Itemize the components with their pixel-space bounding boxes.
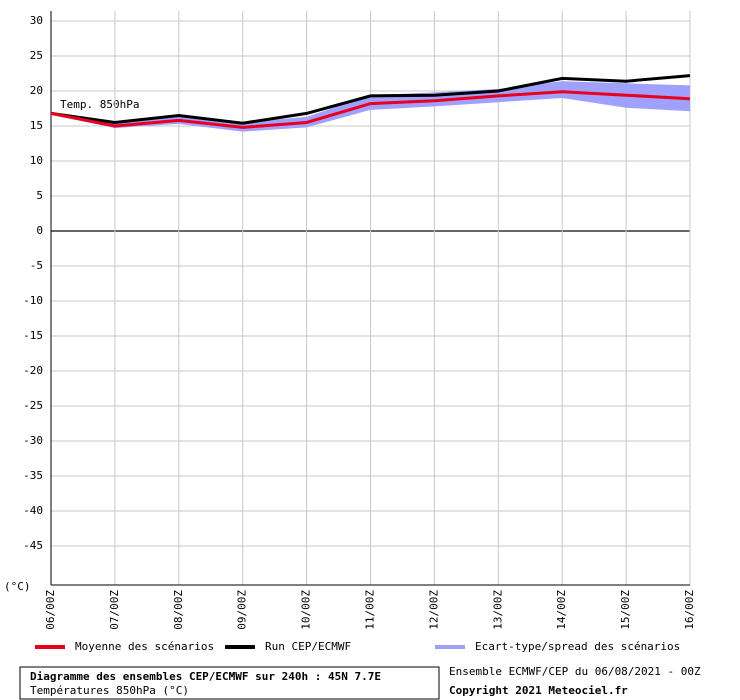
footer-subtitle: Températures 850hPa (°C): [30, 684, 189, 697]
y-tick-label: -15: [23, 329, 43, 342]
x-tick-label: 09/00Z: [236, 590, 249, 630]
y-tick-label: -40: [23, 504, 43, 517]
annotation: Temp. 850hPa: [60, 98, 139, 111]
x-tick-label: 08/00Z: [172, 590, 185, 630]
legend-label: Ecart-type/spread des scénarios: [475, 640, 680, 653]
series-line: [50, 74, 691, 125]
footer-title: Diagramme des ensembles CEP/ECMWF sur 24…: [30, 670, 381, 683]
y-tick-label: -30: [23, 434, 43, 447]
y-tick-label: 25: [30, 49, 43, 62]
y-tick-label: -35: [23, 469, 43, 482]
y-tick-label: -25: [23, 399, 43, 412]
y-tick-label: -45: [23, 539, 43, 552]
x-tick-label: 14/00Z: [555, 590, 568, 630]
y-tick-label: 0: [36, 224, 43, 237]
x-tick-label: 15/00Z: [619, 590, 632, 630]
y-tick-label: 5: [36, 189, 43, 202]
y-tick-label: -20: [23, 364, 43, 377]
y-axis-label: (°C): [4, 580, 31, 593]
x-tick-label: 07/00Z: [108, 590, 121, 630]
x-tick-label: 06/00Z: [44, 590, 57, 630]
x-tick-label: 12/00Z: [427, 590, 440, 630]
x-tick-label: 13/00Z: [491, 590, 504, 630]
series-line: [50, 90, 691, 129]
run-info: Ensemble ECMWF/CEP du 06/08/2021 - 00Z: [449, 665, 701, 678]
y-tick-label: 10: [30, 154, 43, 167]
y-tick-label: -10: [23, 294, 43, 307]
copyright: Copyright 2021 Meteociel.fr: [449, 684, 628, 697]
x-tick-label: 11/00Z: [364, 590, 377, 630]
y-tick-label: 20: [30, 84, 43, 97]
y-tick-label: 15: [30, 119, 43, 132]
x-tick-label: 10/00Z: [300, 590, 313, 630]
legend-label: Moyenne des scénarios: [75, 640, 214, 653]
y-tick-label: -5: [30, 259, 43, 272]
x-tick-label: 16/00Z: [683, 590, 696, 630]
y-tick-label: 30: [30, 14, 43, 27]
legend-label: Run CEP/ECMWF: [265, 640, 351, 653]
footer-box: [19, 666, 440, 700]
